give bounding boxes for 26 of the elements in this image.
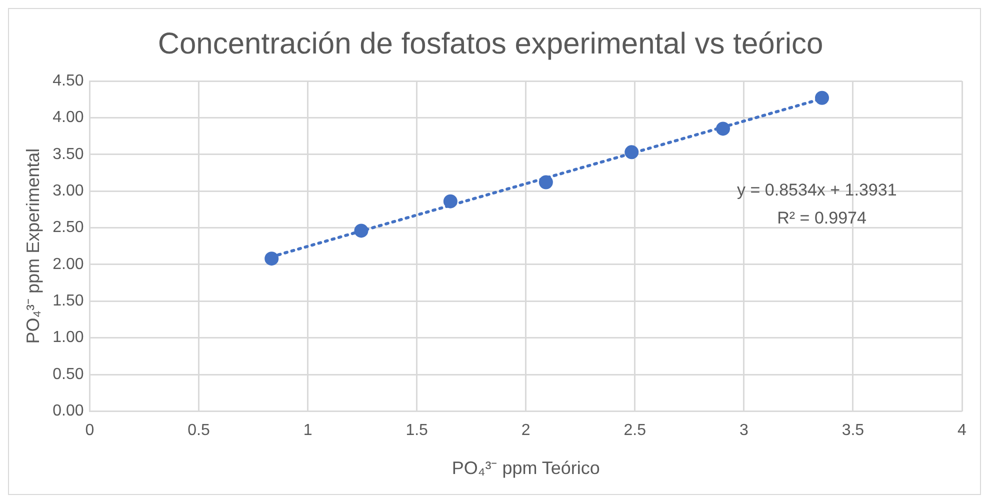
y-tick-label: 3.00 xyxy=(52,182,84,200)
annotation: y = 0.8534x + 1.3931 xyxy=(737,180,897,200)
x-tick-label: 1.5 xyxy=(406,422,428,440)
point xyxy=(815,90,830,105)
y-axis-title: PO₄³⁻ ppm Experimental xyxy=(22,148,43,344)
x-tick-label: 0 xyxy=(85,422,94,440)
annotation: R² = 0.9974 xyxy=(777,208,866,228)
x-tick-label: 0.5 xyxy=(188,422,210,440)
x-tick-label: 3.5 xyxy=(842,422,864,440)
x-tick-label: 4 xyxy=(958,422,967,440)
x-tick-label: 2.5 xyxy=(624,422,646,440)
y-tick-label: 2.50 xyxy=(52,219,84,236)
y-tick-label: 1.00 xyxy=(52,329,84,346)
y-tick-label: 4.50 xyxy=(52,72,84,90)
y-tick-label: 0.00 xyxy=(52,402,84,420)
y-tick-label: 4.00 xyxy=(52,109,84,126)
x-tick-label: 3 xyxy=(739,422,748,440)
chart-title: Concentración de fosfatos experimental vs teórico xyxy=(158,27,824,60)
point xyxy=(264,252,279,266)
y-tick-label: 1.50 xyxy=(52,292,84,310)
y-tick-label: 2.00 xyxy=(52,256,84,273)
x-tick-label: 1 xyxy=(303,422,312,440)
x-tick-label: 2 xyxy=(521,422,530,440)
y-tick-label: 3.50 xyxy=(52,146,84,163)
y-tick-label: 0.50 xyxy=(52,366,84,383)
x-axis-title: PO₄³⁻ ppm Teórico xyxy=(452,458,600,478)
